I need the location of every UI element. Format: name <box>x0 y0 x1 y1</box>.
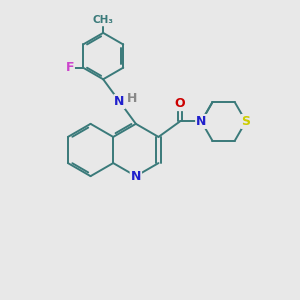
Text: N: N <box>196 115 206 128</box>
Text: O: O <box>175 97 185 110</box>
Text: N: N <box>131 170 141 183</box>
Text: CH₃: CH₃ <box>93 15 114 26</box>
Text: H: H <box>127 92 137 105</box>
Text: S: S <box>242 115 250 128</box>
Text: N: N <box>114 95 125 108</box>
Text: F: F <box>65 61 74 74</box>
